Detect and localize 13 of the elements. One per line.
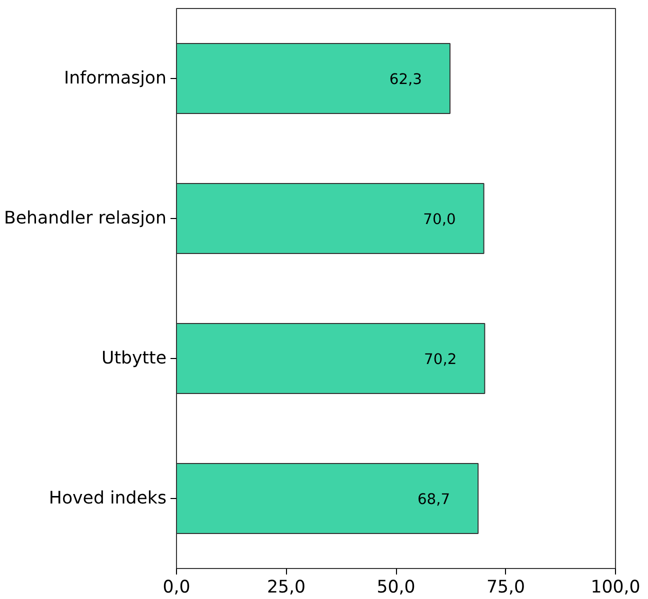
x-tick-label: 100,0 bbox=[590, 578, 640, 598]
x-tick-label: 50,0 bbox=[376, 578, 416, 598]
data-label: 62,3 bbox=[389, 71, 422, 88]
y-tick-label: Utbytte bbox=[102, 348, 167, 368]
y-tick-label: Hoved indeks bbox=[48, 488, 167, 508]
y-tick-label: Informasjon bbox=[64, 68, 167, 88]
data-label: 68,7 bbox=[417, 491, 450, 508]
y-tick-label: Behandler relasjon bbox=[4, 208, 167, 228]
x-tick-label: 0,0 bbox=[162, 578, 190, 598]
data-label: 70,2 bbox=[424, 351, 457, 368]
x-tick-label: 25,0 bbox=[266, 578, 306, 598]
data-label: 70,0 bbox=[423, 211, 456, 228]
x-tick-label: 75,0 bbox=[486, 578, 526, 598]
